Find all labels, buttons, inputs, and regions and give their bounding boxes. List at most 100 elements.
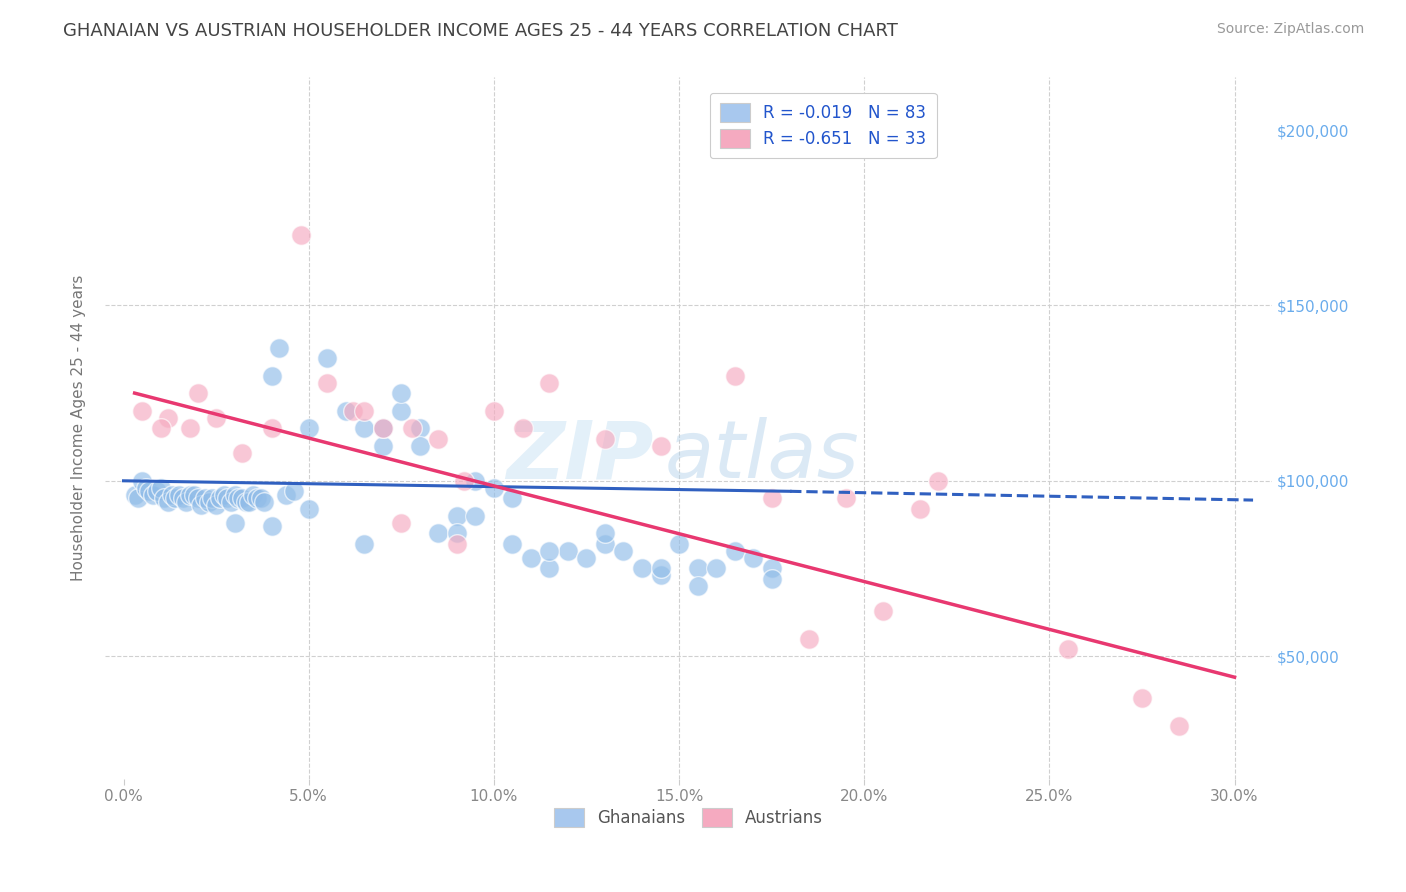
Point: [593, 432, 616, 446]
Point: [190, 499, 212, 513]
Point: [260, 519, 283, 533]
Point: [160, 488, 183, 502]
Text: Source: ZipAtlas.com: Source: ZipAtlas.com: [1216, 22, 1364, 37]
Point: [187, 491, 209, 506]
Point: [197, 495, 219, 509]
Point: [520, 551, 543, 566]
Point: [153, 491, 176, 506]
Point: [231, 446, 253, 460]
Point: [401, 421, 423, 435]
Point: [194, 491, 217, 506]
Point: [276, 488, 298, 502]
Point: [316, 376, 339, 390]
Point: [298, 421, 321, 435]
Point: [298, 501, 321, 516]
Point: [650, 568, 672, 582]
Point: [316, 351, 339, 365]
Point: [246, 491, 269, 506]
Point: [908, 501, 931, 516]
Point: [156, 495, 179, 509]
Legend: Ghanaians, Austrians: Ghanaians, Austrians: [547, 801, 830, 834]
Text: atlas: atlas: [665, 417, 859, 495]
Text: ZIP: ZIP: [506, 417, 654, 495]
Point: [593, 526, 616, 541]
Point: [779, 807, 801, 822]
Point: [138, 484, 160, 499]
Point: [235, 495, 257, 509]
Point: [668, 537, 690, 551]
Point: [142, 488, 165, 502]
Point: [224, 488, 246, 502]
Point: [482, 403, 505, 417]
Point: [593, 537, 616, 551]
Point: [512, 421, 534, 435]
Point: [124, 488, 146, 502]
Point: [131, 403, 153, 417]
Point: [183, 488, 205, 502]
Point: [146, 484, 169, 499]
Point: [538, 376, 561, 390]
Point: [742, 551, 765, 566]
Point: [224, 516, 246, 530]
Point: [371, 421, 394, 435]
Point: [761, 491, 783, 506]
Point: [267, 341, 290, 355]
Point: [1168, 719, 1191, 733]
Point: [427, 432, 450, 446]
Point: [761, 572, 783, 586]
Point: [464, 474, 486, 488]
Point: [501, 491, 523, 506]
Point: [538, 544, 561, 558]
Point: [650, 561, 672, 575]
Point: [464, 508, 486, 523]
Point: [165, 491, 187, 506]
Point: [575, 551, 598, 566]
Point: [704, 561, 727, 575]
Point: [446, 537, 468, 551]
Point: [446, 526, 468, 541]
Point: [686, 579, 709, 593]
Point: [834, 491, 856, 506]
Point: [187, 386, 209, 401]
Point: [335, 403, 357, 417]
Point: [179, 488, 201, 502]
Point: [201, 491, 224, 506]
Point: [650, 439, 672, 453]
Point: [389, 516, 412, 530]
Point: [135, 481, 157, 495]
Point: [149, 421, 172, 435]
Point: [501, 537, 523, 551]
Point: [131, 474, 153, 488]
Point: [761, 561, 783, 575]
Point: [253, 495, 276, 509]
Point: [342, 403, 364, 417]
Point: [208, 491, 231, 506]
Point: [409, 439, 432, 453]
Point: [409, 421, 432, 435]
Point: [205, 410, 228, 425]
Point: [231, 491, 253, 506]
Text: GHANAIAN VS AUSTRIAN HOUSEHOLDER INCOME AGES 25 - 44 YEARS CORRELATION CHART: GHANAIAN VS AUSTRIAN HOUSEHOLDER INCOME …: [63, 22, 898, 40]
Point: [927, 474, 949, 488]
Point: [353, 537, 375, 551]
Point: [260, 421, 283, 435]
Point: [371, 439, 394, 453]
Point: [205, 499, 228, 513]
Point: [238, 495, 260, 509]
Point: [283, 484, 305, 499]
Point: [212, 488, 235, 502]
Point: [371, 421, 394, 435]
Point: [686, 561, 709, 575]
Point: [219, 495, 242, 509]
Point: [612, 544, 634, 558]
Point: [723, 544, 745, 558]
Point: [427, 526, 450, 541]
Point: [389, 386, 412, 401]
Point: [538, 561, 561, 575]
Point: [631, 561, 654, 575]
Point: [172, 491, 194, 506]
Point: [389, 403, 412, 417]
Point: [797, 632, 820, 646]
Point: [446, 508, 468, 523]
Point: [176, 495, 198, 509]
